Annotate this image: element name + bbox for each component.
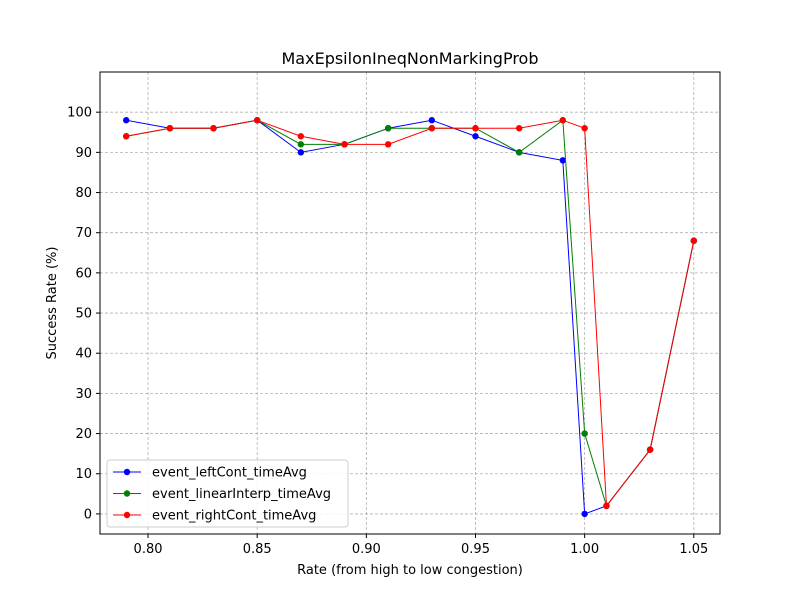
data-point [690, 237, 698, 244]
data-point [428, 117, 436, 124]
data-point [253, 117, 261, 124]
data-point [297, 141, 305, 148]
y-tick-label: 20 [75, 427, 92, 442]
data-point [384, 141, 392, 148]
data-point [515, 149, 523, 156]
data-point [472, 125, 479, 132]
data-point [428, 125, 436, 132]
legend: event_leftCont_timeAvg event_linearInterp… [106, 459, 349, 528]
axis-ticks: 0.80 0.85 0.90 0.95 1.00 1.05 0 10 20 30 40 50 60 70 8… [67, 106, 708, 557]
grid-lines [100, 72, 720, 534]
x-tick-label: 0.80 [134, 542, 163, 557]
data-point [297, 133, 305, 140]
x-tick-label: 1.05 [679, 542, 708, 557]
x-axis-label: Rate (from high to low congestion) [297, 563, 523, 578]
legend-marker [123, 468, 131, 476]
legend-box [106, 459, 349, 528]
y-tick-label: 70 [75, 226, 92, 241]
data-point [581, 510, 588, 518]
data-point [472, 133, 479, 140]
data-point [646, 446, 654, 453]
legend-item: event_leftCont_timeAvg [113, 466, 307, 481]
data-point [581, 430, 588, 437]
y-axis-label: Success Rate (%) [45, 247, 60, 360]
legend-item: event_linearInterp_timeAvg [113, 487, 331, 502]
y-tick-label: 100 [67, 106, 92, 121]
y-tick-label: 90 [75, 146, 92, 161]
y-tick-label: 10 [75, 467, 92, 482]
data-point [384, 125, 392, 132]
series-group [122, 117, 698, 518]
data-point [166, 125, 174, 132]
data-point [122, 133, 130, 140]
data-point [559, 117, 567, 124]
data-point [341, 141, 348, 148]
y-tick-label: 60 [75, 266, 92, 281]
x-tick-label: 0.90 [352, 542, 381, 557]
data-point [122, 117, 130, 124]
data-point [581, 125, 588, 132]
x-tick-label: 0.95 [461, 542, 490, 557]
legend-item: event_rightCont_timeAvg [113, 509, 316, 524]
data-point [559, 157, 567, 164]
data-point [297, 149, 305, 156]
legend-label: event_rightCont_timeAvg [152, 509, 316, 524]
y-tick-label: 0 [84, 507, 92, 522]
chart-title: MaxEpsilonIneqNonMarkingProb [282, 49, 539, 68]
y-tick-label: 30 [75, 387, 92, 402]
y-tick-label: 50 [75, 307, 92, 322]
legend-label: event_leftCont_timeAvg [152, 466, 307, 481]
y-tick-label: 40 [75, 347, 92, 362]
legend-label: event_linearInterp_timeAvg [152, 487, 331, 502]
series-event_rightCont_timeAvg [122, 117, 698, 510]
data-point [210, 125, 217, 132]
legend-marker [123, 511, 131, 519]
plot-frame [99, 71, 721, 535]
legend-marker [123, 490, 131, 497]
data-point [515, 125, 523, 132]
data-point [603, 502, 610, 510]
x-tick-label: 1.00 [570, 542, 599, 557]
y-tick-label: 80 [75, 186, 92, 201]
x-tick-label: 0.85 [243, 542, 272, 557]
